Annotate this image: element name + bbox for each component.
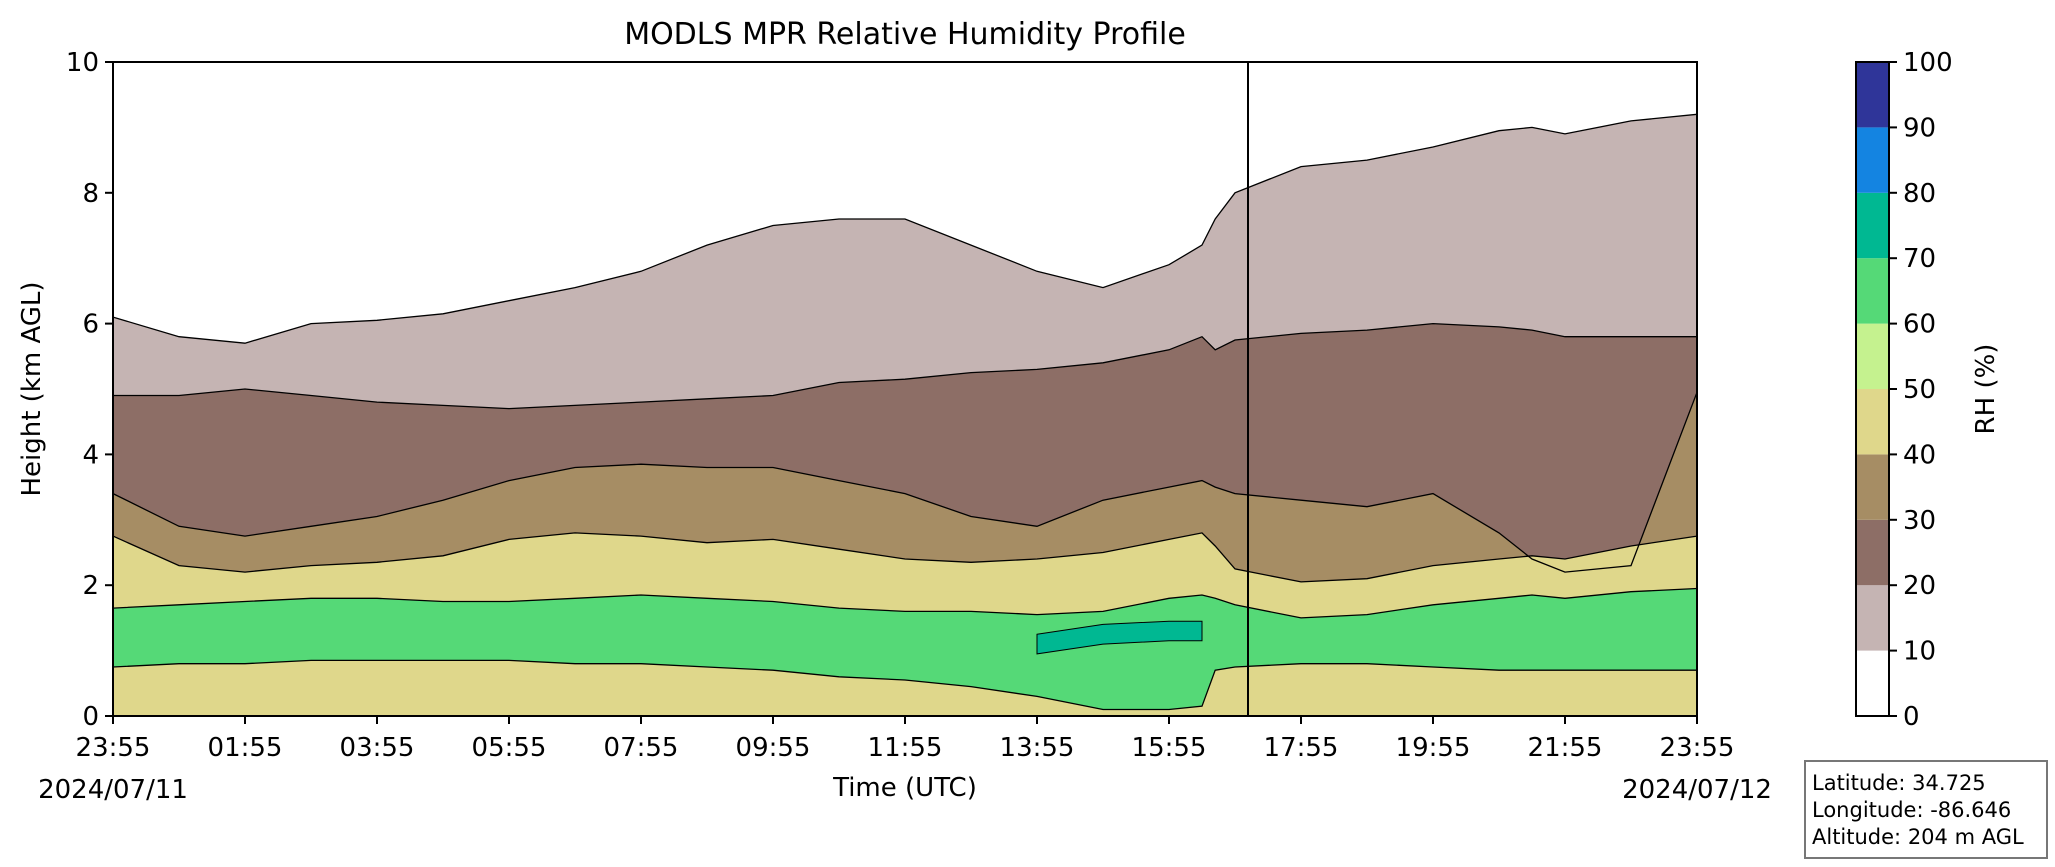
- y-axis: 0 2 4 6 8 10: [66, 48, 113, 732]
- y-tick-label: 8: [82, 179, 99, 209]
- contour-line-rh20: [113, 322, 1697, 410]
- x-tick-label: 13:55: [1000, 733, 1075, 763]
- x-tick-label: 09:55: [736, 733, 811, 763]
- y-tick-label: 6: [82, 310, 99, 340]
- colorbar-segment: [1856, 258, 1889, 324]
- x-tick-label: 05:55: [472, 733, 547, 763]
- y-axis-label: Height (km AGL): [17, 281, 47, 496]
- x-tick-label: 23:55: [76, 733, 151, 763]
- colorbar-segment: [1856, 454, 1889, 520]
- x-tick-label: 17:55: [1264, 733, 1339, 763]
- colorbar-tick-label: 60: [1903, 310, 1936, 340]
- x-tick-label: 03:55: [340, 733, 415, 763]
- colorbar-tick-label: 90: [1903, 113, 1936, 143]
- altitude-text: Altitude: 204 m AGL: [1812, 825, 2024, 849]
- colorbar-segment: [1856, 519, 1889, 586]
- rh-contour-lines: [113, 113, 1697, 711]
- y-tick-label: 0: [82, 702, 99, 732]
- x-tick-label: 11:55: [868, 733, 943, 763]
- x-tick-label: 07:55: [604, 733, 679, 763]
- x-axis-label: Time (UTC): [832, 773, 977, 803]
- longitude-text: Longitude: -86.646: [1812, 798, 2011, 822]
- colorbar-tick-label: 40: [1903, 440, 1936, 470]
- chart-title: MODLS MPR Relative Humidity Profile: [624, 17, 1186, 52]
- colorbar-segment: [1856, 62, 1889, 128]
- y-tick-label: 4: [82, 440, 99, 470]
- colorbar-tick-label: 80: [1903, 179, 1936, 209]
- colorbar-tick-label: 70: [1903, 244, 1936, 274]
- colorbar-tick-label: 30: [1903, 506, 1936, 536]
- contour-line-rh40: [113, 532, 1697, 583]
- rh-band-70-80: [1036, 620, 1203, 655]
- colorbar-tick-label: 0: [1903, 702, 1920, 732]
- contour-line-rh10: [113, 113, 1697, 344]
- contour-line-rh30: [113, 392, 1697, 573]
- rh-band-60-70: [113, 588, 1697, 710]
- rh-contour-bands: [113, 114, 1697, 716]
- contour-line-rh60: [113, 659, 1697, 711]
- y-tick-label: 2: [82, 571, 99, 601]
- colorbar-tick-label: 100: [1903, 48, 1953, 78]
- y-tick-label: 10: [66, 48, 99, 78]
- x-axis: 23:55 01:55 03:55 05:55 07:55 09:55 11:55 13:55…: [76, 716, 1735, 763]
- colorbar-label: RH (%): [1971, 344, 2001, 435]
- info-box-frame: [1804, 760, 2048, 859]
- colorbar-segment: [1856, 585, 1889, 651]
- station-info-box: Latitude: 34.725 Longitude: -86.646 Alti…: [1804, 760, 2048, 859]
- colorbar-segment: [1856, 127, 1889, 193]
- colorbar-segment: [1856, 389, 1889, 455]
- x-tick-label: 19:55: [1396, 733, 1471, 763]
- colorbar-tick-label: 10: [1903, 637, 1936, 667]
- colorbar-ticks: 0 10 20 30 40 50 60 70 80 90 100: [1889, 48, 1953, 732]
- colorbar-segment: [1856, 192, 1889, 259]
- start-date-label: 2024/07/11: [38, 775, 188, 805]
- x-tick-label: 01:55: [208, 733, 283, 763]
- colorbar: 0 10 20 30 40 50 60 70 80 90 100 RH (%): [1855, 48, 2001, 732]
- latitude-text: Latitude: 34.725: [1812, 771, 1986, 795]
- rh-band-near-surface: [113, 660, 1697, 716]
- end-date-label: 2024/07/12: [1622, 775, 1772, 805]
- colorbar-segments: [1856, 62, 1889, 716]
- plot-area: [112, 61, 1698, 717]
- colorbar-segment: [1856, 323, 1889, 389]
- colorbar-tick-label: 50: [1903, 375, 1936, 405]
- colorbar-tick-label: 20: [1903, 571, 1936, 601]
- contour-line-rh50: [113, 587, 1697, 619]
- colorbar-segment: [1856, 650, 1889, 716]
- x-tick-label: 23:55: [1660, 733, 1735, 763]
- x-tick-label: 15:55: [1132, 733, 1207, 763]
- x-tick-label: 21:55: [1528, 733, 1603, 763]
